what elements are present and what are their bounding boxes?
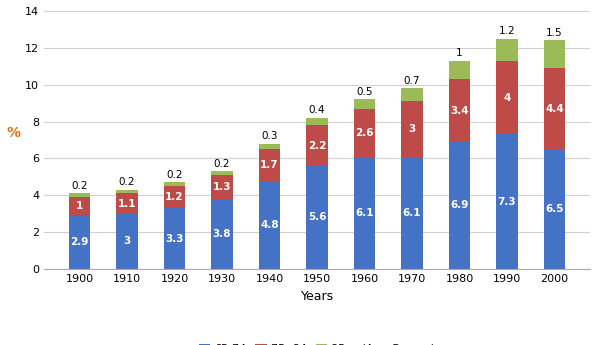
Bar — [306, 118, 328, 125]
Bar — [449, 142, 470, 269]
Bar — [69, 216, 90, 269]
Bar — [449, 79, 470, 142]
Text: 2.9: 2.9 — [70, 237, 89, 247]
Bar — [401, 157, 423, 269]
Text: 1: 1 — [76, 201, 83, 211]
Bar — [211, 171, 233, 175]
Bar — [259, 180, 280, 269]
Bar — [116, 190, 138, 194]
Text: 0.3: 0.3 — [261, 131, 278, 141]
Text: 2.6: 2.6 — [355, 128, 374, 138]
Text: 2.2: 2.2 — [308, 140, 327, 150]
Text: 1.2: 1.2 — [498, 26, 515, 36]
Bar — [544, 149, 565, 269]
Bar — [306, 166, 328, 269]
Bar — [116, 194, 138, 214]
Bar — [401, 101, 423, 157]
Text: 4: 4 — [503, 92, 511, 102]
Bar — [259, 149, 280, 180]
Bar — [164, 183, 185, 186]
Text: 3.4: 3.4 — [450, 106, 469, 116]
Text: 0.4: 0.4 — [309, 106, 325, 116]
Bar — [306, 125, 328, 166]
Text: 3.3: 3.3 — [165, 234, 184, 244]
Text: 3: 3 — [124, 236, 131, 246]
Legend: 65-74, 75- 84, 85+  (Age Groups): 65-74, 75- 84, 85+ (Age Groups) — [194, 339, 440, 345]
Text: 1.3: 1.3 — [213, 182, 231, 192]
Text: 0.2: 0.2 — [167, 170, 183, 180]
Text: 1.7: 1.7 — [260, 160, 279, 170]
Bar — [544, 40, 565, 68]
Bar — [69, 194, 90, 197]
Text: 1: 1 — [456, 48, 463, 58]
Bar — [354, 99, 376, 109]
Bar — [116, 214, 138, 269]
Bar — [164, 186, 185, 208]
Text: 6.9: 6.9 — [450, 200, 469, 210]
Text: 4.4: 4.4 — [545, 104, 564, 114]
Text: 4.8: 4.8 — [260, 220, 279, 230]
Text: 3.8: 3.8 — [213, 229, 231, 239]
Bar — [401, 88, 423, 101]
Y-axis label: %: % — [7, 126, 21, 140]
Text: 0.5: 0.5 — [356, 87, 373, 97]
Text: 1.5: 1.5 — [546, 28, 563, 38]
Bar — [496, 39, 518, 61]
Bar — [496, 61, 518, 135]
Text: 0.2: 0.2 — [71, 181, 88, 191]
Bar — [496, 135, 518, 269]
Bar — [259, 144, 280, 149]
Bar — [544, 68, 565, 149]
Text: 6.1: 6.1 — [403, 208, 421, 218]
Bar — [354, 109, 376, 157]
Text: 5.6: 5.6 — [308, 213, 327, 223]
Text: 3: 3 — [408, 124, 416, 134]
Text: 0.2: 0.2 — [119, 177, 136, 187]
Text: 6.1: 6.1 — [355, 208, 374, 218]
Text: 6.5: 6.5 — [545, 204, 564, 214]
Bar — [69, 197, 90, 216]
Text: 0.2: 0.2 — [214, 159, 230, 169]
Bar — [164, 208, 185, 269]
Text: 1.2: 1.2 — [165, 192, 184, 202]
Bar — [211, 199, 233, 269]
Bar — [449, 61, 470, 79]
Text: 0.7: 0.7 — [404, 76, 420, 86]
Text: 7.3: 7.3 — [498, 197, 516, 207]
X-axis label: Years: Years — [300, 289, 334, 303]
Text: 1.1: 1.1 — [118, 199, 136, 209]
Bar — [354, 157, 376, 269]
Bar — [211, 175, 233, 199]
